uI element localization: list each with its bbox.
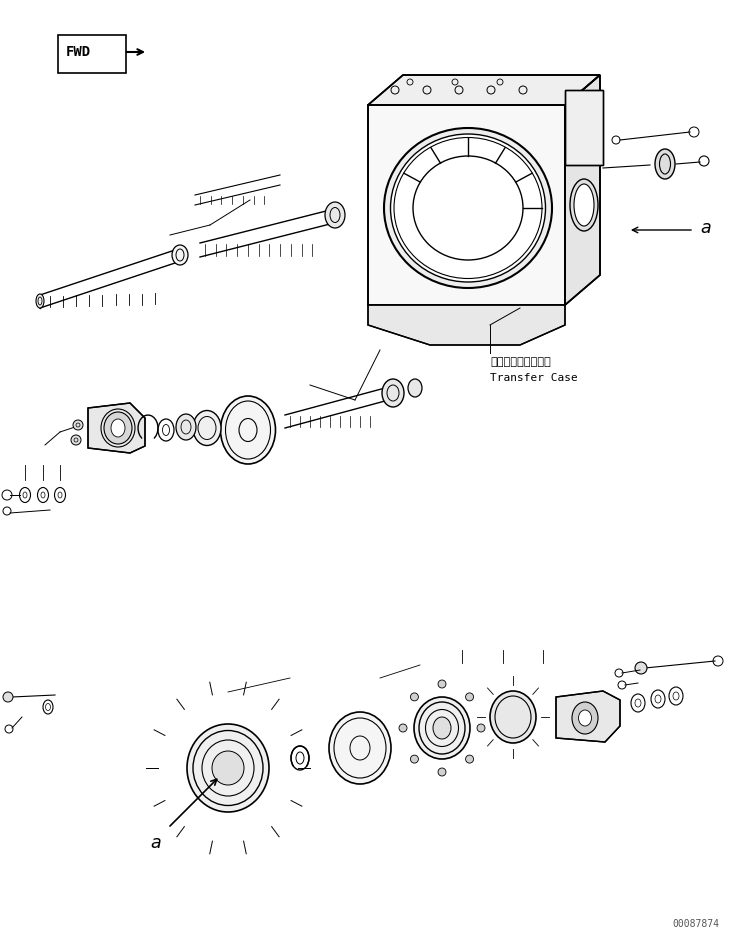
Ellipse shape [104, 412, 132, 444]
Bar [565, 90, 603, 165]
Ellipse shape [570, 179, 598, 231]
Circle shape [399, 724, 407, 732]
Circle shape [71, 435, 81, 445]
Circle shape [411, 693, 419, 701]
Polygon shape [88, 403, 145, 453]
Ellipse shape [490, 691, 536, 743]
Text: トランスファケース: トランスファケース [490, 357, 551, 367]
Circle shape [438, 680, 446, 688]
Polygon shape [565, 75, 600, 305]
Text: a: a [150, 834, 161, 852]
Ellipse shape [329, 712, 391, 784]
Bar [58, 35, 126, 73]
Ellipse shape [574, 184, 594, 226]
Ellipse shape [382, 379, 404, 407]
Circle shape [73, 420, 83, 430]
Circle shape [635, 662, 647, 674]
Polygon shape [368, 75, 600, 105]
Ellipse shape [414, 697, 470, 759]
Ellipse shape [172, 245, 188, 265]
Ellipse shape [212, 751, 244, 785]
Text: FWD: FWD [66, 45, 91, 59]
Ellipse shape [111, 419, 125, 437]
Ellipse shape [36, 294, 44, 308]
Ellipse shape [384, 128, 552, 288]
Ellipse shape [655, 149, 675, 179]
Ellipse shape [187, 724, 269, 812]
Circle shape [438, 768, 446, 776]
Ellipse shape [193, 411, 221, 446]
Ellipse shape [176, 414, 196, 440]
Bar [565, 90, 603, 165]
Ellipse shape [408, 379, 422, 397]
Ellipse shape [221, 396, 276, 464]
Text: Transfer Case: Transfer Case [490, 373, 578, 383]
Ellipse shape [579, 710, 591, 726]
Polygon shape [556, 691, 620, 742]
Ellipse shape [325, 202, 345, 228]
Text: 00087874: 00087874 [672, 919, 719, 929]
Circle shape [411, 755, 419, 763]
Circle shape [465, 755, 473, 763]
Polygon shape [368, 105, 565, 305]
Text: a: a [700, 219, 711, 237]
Ellipse shape [391, 134, 545, 282]
Circle shape [465, 693, 473, 701]
Ellipse shape [572, 702, 598, 734]
Ellipse shape [433, 717, 451, 739]
Polygon shape [368, 305, 565, 345]
Circle shape [477, 724, 485, 732]
Circle shape [3, 692, 13, 702]
